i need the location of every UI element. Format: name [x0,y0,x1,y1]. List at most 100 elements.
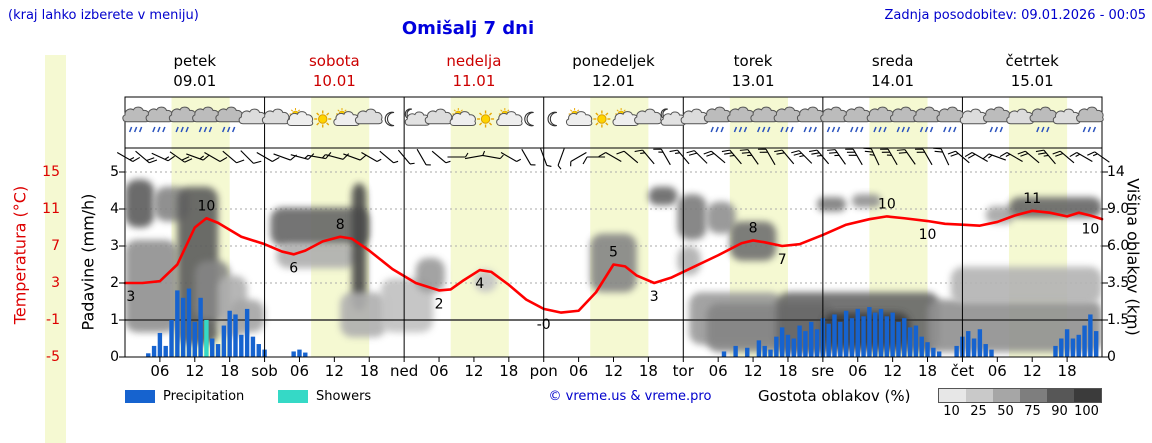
wind-barb [186,153,210,161]
precip-bar [785,334,791,357]
moon-icon [385,112,394,126]
wind-barb [739,149,759,165]
cloud-blob [126,239,178,333]
precip-bar [180,297,186,357]
wind-barb [669,149,690,165]
partly-icon [287,108,312,125]
temperature-line [123,209,1104,314]
location-hint: (kraj lahko izberete v meniju) [8,8,199,23]
temp-tick-label: -1 [46,312,60,328]
precip-bar [838,321,843,357]
precip-bar [931,347,936,357]
temp-tick-label: 11 [42,201,60,217]
cloud-blob [927,299,1101,353]
precip-bar [756,340,762,357]
precip-tick-label: 0 [110,349,119,365]
page-title: Omišalj 7 dni [401,18,535,39]
wind-barb [482,154,504,160]
cloud-density-scale-number: 100 [1074,404,1099,419]
cloud-tick-label: 9.0 [1107,201,1130,217]
wind-barb [774,149,795,165]
precip-bar [809,321,814,357]
xaxis-hour-label: 12 [603,362,624,380]
cloud-density-cell [1074,389,1101,402]
wind-barb [464,150,486,160]
wind-barb [686,150,708,164]
daylight-band [450,97,509,357]
precip-bar [849,318,855,357]
credit-link[interactable]: © vreme.us & vreme.pro [548,389,712,404]
cloud-blob [706,201,736,234]
precip-bar [902,318,907,357]
cloud-density-cell [1047,389,1074,402]
wind-barb [791,150,813,164]
precip-bar [239,334,244,357]
xaxis-hour-label: 06 [429,362,449,380]
xaxis-hour-label: 12 [185,362,205,380]
wind-barb [240,150,262,164]
wind-barb [634,149,655,165]
precip-bar [907,327,913,357]
day-date: 13.01 [731,72,775,90]
cloud-density-scale-number: 75 [1024,404,1041,419]
cloud-icon [425,109,452,124]
wind-barb [757,148,776,166]
cloud-density-scale-number: 90 [1051,404,1068,419]
cloud-blob [851,194,882,208]
wind-barbs-row [116,147,1110,170]
precip-bar [227,310,232,357]
cloud-density-legend-label: Gostota oblakov (%) [758,387,911,405]
cloud-tick-label: 0 [1107,349,1116,365]
cloud-density-cell [1020,389,1047,402]
precip-bar [919,336,924,357]
cloud-blob [276,243,358,269]
cloud-icon [681,109,708,124]
wind-barb [361,152,382,162]
wind-barb [933,147,950,166]
cloud-tick-label: 1.5 [1107,312,1130,328]
wind-barb [379,150,399,164]
wind-barb [416,148,431,166]
wind-barb [616,150,639,164]
day-name-nedelja: nedelja [446,52,502,70]
rain-icon [914,107,941,133]
wind-barb [1017,150,1040,164]
precip-bar [867,307,872,357]
day-name-četrtek: četrtek [1005,52,1059,70]
rain-icon [984,107,1011,133]
temperature-value-label: 6 [289,260,298,276]
day-date: 12.01 [592,72,635,90]
cloud-blob [340,292,387,338]
cloud-blob [677,246,701,276]
precip-bar [791,338,796,357]
wind-barb [863,147,880,166]
cloud-density-cell [993,389,1020,402]
wind-barb [703,150,726,164]
xaxis-day-label: pon [529,362,558,380]
precip-bar [977,329,983,357]
precip-bar [1076,334,1081,357]
cloud-density-cell [966,389,993,402]
wind-barb [1069,152,1093,162]
precip-bar [250,336,256,357]
xaxis-day-label: ned [390,362,419,380]
temperature-value-label: 7 [778,252,787,268]
temp-tick-label: 7 [51,238,60,254]
precip-bar [826,323,831,357]
wind-barb [598,152,622,162]
temperature-value-label: 10 [919,227,937,243]
day-date: 14.01 [871,72,915,90]
day-name-ponedeljek: ponedeljek [572,52,655,70]
rain-icon [751,107,778,133]
precip-bar [215,344,221,357]
temperature-value-label: 8 [749,220,758,236]
cloud-blob [950,266,1101,304]
precip-bar [303,352,308,357]
day-date: 15.01 [1010,72,1054,90]
xaxis-hour-label: 06 [289,362,309,380]
wind-barb [447,152,469,158]
precip-bar [169,320,174,357]
cloud-icon [239,109,266,124]
cloud-cover-layer [126,179,1101,353]
wind-barb [914,148,933,166]
